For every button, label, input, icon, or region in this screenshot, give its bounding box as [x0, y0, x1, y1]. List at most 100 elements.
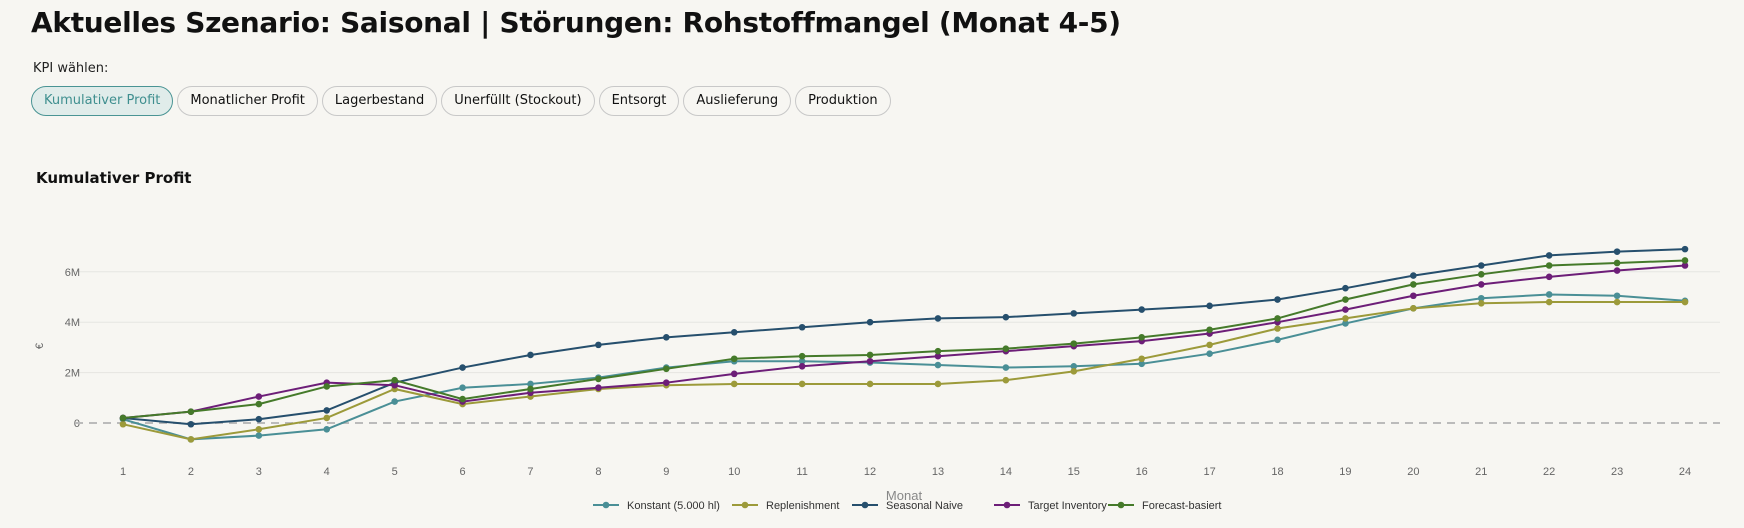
data-point [866, 357, 874, 365]
kpi-button-kumulativer-profit[interactable]: Kumulativer Profit [31, 86, 174, 116]
data-point [1206, 326, 1213, 334]
data-point [1070, 363, 1078, 370]
data-point [1342, 306, 1349, 313]
x-tick-label: 10 [728, 466, 740, 478]
data-point [1002, 313, 1010, 321]
data-point [1477, 271, 1485, 278]
x-tick-label: 21 [1475, 466, 1487, 478]
y-axis-label: € [34, 343, 46, 349]
legend-swatch-marker [861, 501, 869, 509]
x-tick-label: 23 [1611, 466, 1623, 478]
data-point [255, 400, 263, 408]
data-point [1070, 310, 1078, 317]
data-point [1070, 340, 1078, 347]
data-point [391, 398, 398, 405]
data-point [1206, 302, 1213, 310]
y-tick-label: 6M [65, 267, 80, 279]
data-point [1477, 281, 1485, 288]
data-point [798, 352, 806, 360]
data-point [595, 375, 602, 383]
data-point [595, 384, 602, 392]
data-point [1545, 291, 1553, 298]
data-point [1342, 320, 1349, 327]
legend-label: Replenishment [766, 500, 839, 512]
x-tick-label: 17 [1203, 466, 1215, 478]
data-point [730, 380, 738, 388]
data-point [323, 414, 331, 422]
data-point [1477, 294, 1485, 302]
data-point [934, 380, 942, 388]
data-point [1410, 272, 1417, 279]
data-point [391, 376, 398, 384]
kpi-button-group: Kumulativer Profit Monatlicher Profit La… [31, 86, 891, 116]
x-tick-label: 4 [324, 466, 330, 478]
data-point [255, 426, 263, 433]
data-point [1681, 298, 1689, 306]
data-point [1545, 262, 1553, 269]
data-point [730, 370, 738, 378]
x-tick-label: 16 [1136, 466, 1148, 478]
x-tick-label: 12 [864, 466, 876, 478]
data-point [255, 415, 263, 423]
series-line [122, 293, 1686, 441]
data-point [663, 334, 670, 341]
x-tick-label: 5 [392, 466, 398, 478]
data-point [1477, 262, 1485, 269]
legend-swatch-marker [1117, 501, 1125, 509]
data-point [1206, 350, 1213, 358]
data-point [459, 395, 466, 403]
data-point [798, 380, 806, 388]
data-point [730, 355, 738, 363]
data-point [459, 384, 466, 392]
page-title: Aktuelles Szenario: Saisonal | Störungen… [31, 6, 1121, 39]
data-point [866, 318, 874, 326]
legend-label: Seasonal Naive [886, 500, 963, 512]
data-point [934, 352, 942, 360]
data-point [866, 380, 874, 388]
data-point [1613, 248, 1621, 255]
y-tick-label: 2M [65, 368, 80, 380]
kpi-button-unerfuellt[interactable]: Unerfüllt (Stockout) [441, 86, 595, 116]
data-point [1410, 305, 1417, 312]
data-point [1613, 292, 1621, 300]
chart-title: Kumulativer Profit [36, 169, 192, 187]
data-point [1070, 368, 1078, 375]
kpi-button-monatlicher-profit[interactable]: Monatlicher Profit [177, 86, 318, 116]
data-point [1681, 257, 1689, 264]
legend-swatch-marker [741, 501, 749, 509]
data-point [798, 363, 806, 370]
legend-label: Konstant (5.000 hl) [627, 500, 720, 512]
x-tick-label: 15 [1068, 466, 1080, 478]
data-point [1410, 281, 1417, 288]
data-point [1138, 334, 1145, 341]
data-point [1477, 300, 1485, 307]
data-point [1274, 325, 1281, 332]
kpi-button-entsorgt[interactable]: Entsorgt [598, 86, 680, 116]
series-line [122, 248, 1686, 426]
x-tick-label: 11 [796, 466, 807, 478]
x-tick-label: 9 [663, 466, 669, 478]
data-point [119, 420, 127, 428]
data-point [1274, 336, 1281, 344]
x-tick-label: 19 [1339, 466, 1351, 478]
kpi-button-produktion[interactable]: Produktion [795, 86, 891, 116]
data-point [1342, 296, 1349, 303]
data-point [934, 315, 942, 322]
data-point [323, 383, 331, 390]
data-point [187, 420, 195, 428]
data-point [1206, 341, 1213, 349]
legend-label: Forecast-basiert [1142, 500, 1221, 512]
data-point [1545, 252, 1553, 259]
data-point [1138, 306, 1145, 313]
data-point [1002, 345, 1010, 352]
x-tick-label: 7 [527, 466, 533, 478]
series-line [122, 301, 1685, 441]
data-point [187, 436, 195, 443]
kpi-button-auslieferung[interactable]: Auslieferung [683, 86, 792, 116]
series-line [122, 259, 1686, 419]
kpi-button-lagerbestand[interactable]: Lagerbestand [321, 86, 438, 116]
data-point [255, 393, 263, 400]
data-point [1681, 245, 1689, 253]
data-point [595, 341, 602, 349]
